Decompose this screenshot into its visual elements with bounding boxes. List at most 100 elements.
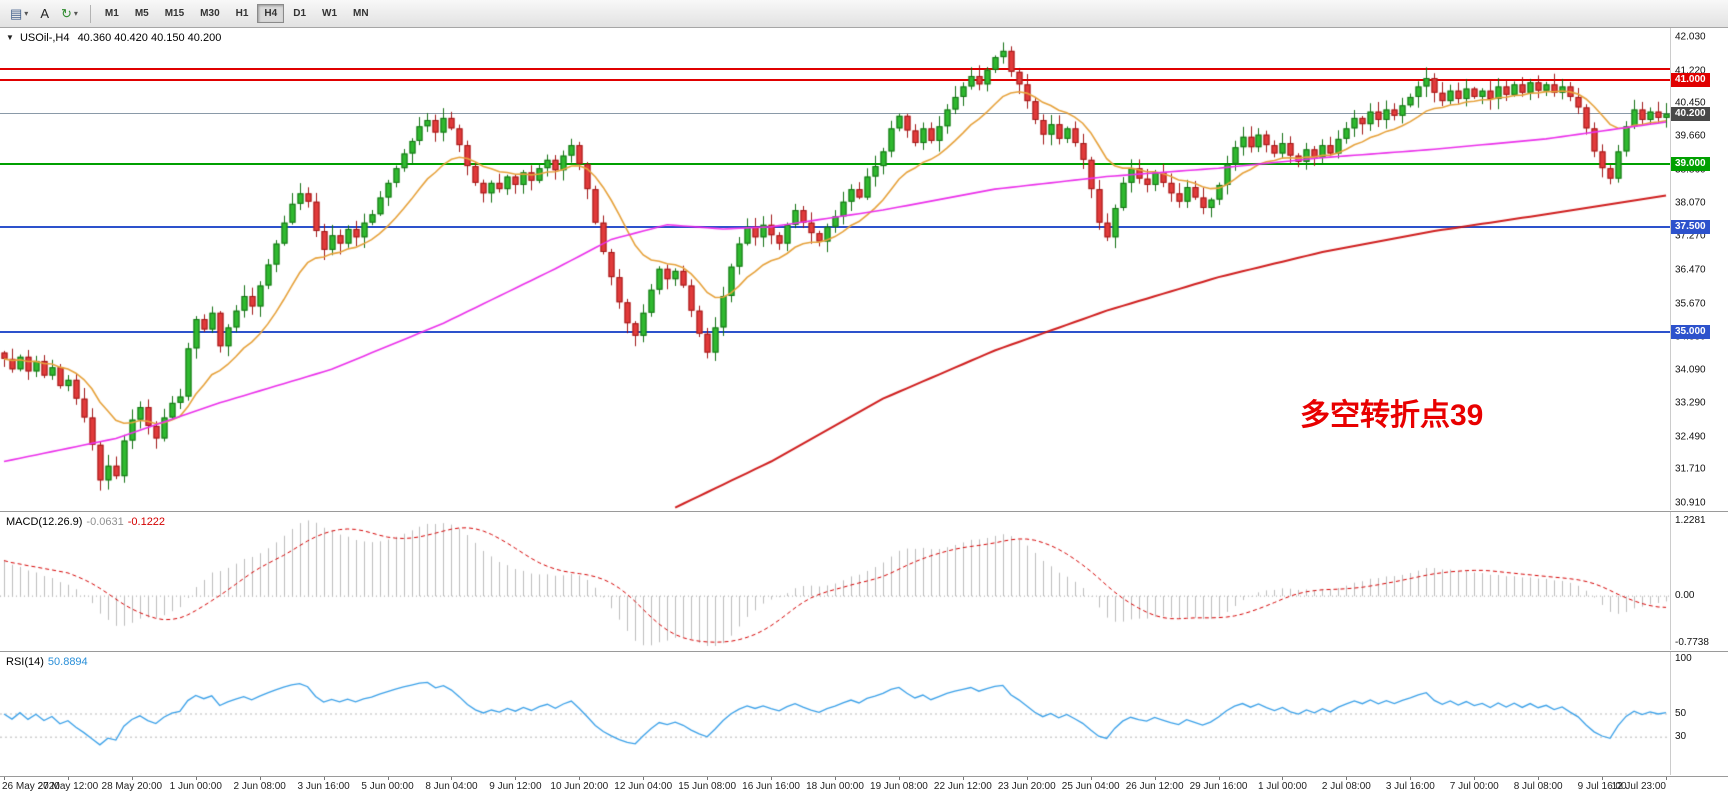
autotrade-button-icon: ↻ — [60, 6, 72, 21]
toolbar-separator — [89, 4, 91, 23]
rsi-tick-label: 50 — [1675, 708, 1687, 719]
time-label: 26 Jun 12:00 — [1125, 781, 1184, 792]
timeframe-button-h4[interactable]: H4 — [257, 4, 285, 23]
price-badge: 40.200 — [1671, 106, 1710, 121]
price-badge: 37.500 — [1671, 219, 1710, 234]
chart-title: ▼ USOil-,H4 40.360 40.420 40.150 40.200 — [6, 32, 221, 44]
indicators-button[interactable]: ▤ ▾ — [5, 3, 33, 25]
time-label: 23 Jun 20:00 — [997, 781, 1056, 792]
time-tick — [1602, 777, 1603, 780]
autotrade-button[interactable]: ↻ ▾ — [56, 3, 83, 25]
rsi-tick-label: 100 — [1675, 653, 1692, 664]
time-label: 15 Jun 08:00 — [678, 781, 737, 792]
rsi-chart[interactable] — [0, 652, 1670, 776]
rsi-tick-label: 30 — [1675, 731, 1687, 743]
price-tick-label: 41.220 — [1675, 65, 1706, 77]
toolbar: ▤ ▾ A ↻ ▾ M1 M5 M15 M30 H1 H4 D1 W1 MN — [0, 0, 1728, 28]
price-tick-label: 42.030 — [1675, 31, 1706, 43]
timeframe-button-m5[interactable]: M5 — [134, 8, 149, 19]
time-label: 10 Jun 20:00 — [550, 781, 609, 792]
price-scale[interactable]: 42.03041.22040.45039.66038.86038.07037.2… — [1670, 28, 1728, 510]
timeframe-button-w1[interactable]: W1 — [322, 8, 338, 19]
timeframe-button-h1[interactable]: H1 — [235, 8, 249, 19]
chart-dropdown-icon[interactable]: ▼ — [6, 33, 14, 42]
time-tick — [1410, 777, 1411, 780]
time-tick — [643, 777, 644, 780]
time-tick — [4, 777, 5, 780]
price-badge: 41.000 — [1671, 73, 1710, 88]
time-tick — [515, 777, 516, 780]
price-chart-panel[interactable]: ▼ USOil-,H4 40.360 40.420 40.150 40.200 … — [0, 28, 1728, 510]
rsi-panel[interactable]: RSI(14) 50.8894 100 50 30 — [0, 651, 1728, 776]
price-tick-label: 31.710 — [1675, 463, 1706, 475]
time-label: 3 Jul 16:00 — [1385, 781, 1435, 792]
time-tick — [1474, 777, 1475, 780]
macd-tick-label: 1.2281 — [1675, 515, 1706, 526]
time-label: 16 Jun 16:00 — [742, 781, 800, 792]
time-tick — [388, 777, 389, 780]
time-tick — [963, 777, 964, 780]
macd-main-value: -0.0631 — [86, 516, 124, 528]
time-tick — [1666, 777, 1667, 780]
macd-chart[interactable] — [0, 512, 1670, 651]
timeframe-button-m15[interactable]: M15 — [164, 8, 185, 19]
time-tick — [899, 777, 900, 780]
price-tick-label: 34.090 — [1675, 364, 1706, 376]
dropdown-caret-icon: ▾ — [24, 9, 29, 18]
dropdown-caret-icon: ▾ — [73, 9, 78, 18]
time-label: 22 Jun 12:00 — [933, 781, 992, 792]
macd-panel[interactable]: MACD(12.26.9) -0.0631 -0.1222 1.2281 0.00 -0… — [0, 511, 1728, 651]
macd-tick-label: -0.7738 — [1675, 637, 1709, 648]
macd-tick-label: 0.00 — [1675, 590, 1695, 602]
text-tool-button-icon: A — [40, 6, 49, 21]
ohlc-values-label: 40.360 40.420 40.150 40.200 — [77, 32, 222, 44]
time-label: 25 Jun 04:00 — [1061, 781, 1120, 792]
price-tick-label: 32.490 — [1675, 431, 1706, 443]
time-label: 9 Jul 16:00 — [1577, 781, 1627, 792]
price-badge: 39.000 — [1671, 156, 1710, 171]
price-tick-label: 38.070 — [1675, 197, 1706, 209]
time-axis[interactable]: 26 May 2020 27 May 12:00 28 May 20:00 1 Jun… — [0, 776, 1728, 793]
time-label: 19 Jun 08:00 — [870, 781, 928, 792]
time-tick — [1282, 777, 1283, 780]
price-tick-label: 30.910 — [1675, 497, 1706, 509]
time-label: 28 May 20:00 — [101, 781, 163, 792]
candlestick-chart[interactable] — [0, 28, 1670, 510]
text-tool-button[interactable]: A — [35, 3, 54, 25]
symbol-timeframe-label: USOil-,H4 — [19, 32, 70, 44]
time-label: 5 Jun 00:00 — [361, 781, 414, 792]
timeframe-button-m1[interactable]: M1 — [104, 8, 119, 19]
macd-label: MACD(12.26.9) -0.0631 -0.1222 — [6, 516, 165, 528]
time-label: 3 Jun 16:00 — [297, 781, 350, 792]
time-tick — [835, 777, 836, 780]
time-label: 29 Jun 16:00 — [1189, 781, 1248, 792]
time-label: 2 Jun 08:00 — [233, 781, 286, 792]
time-label: 1 Jul 00:00 — [1257, 781, 1307, 792]
timeframe-button-mn[interactable]: MN — [353, 8, 369, 19]
macd-name: MACD(12.26.9) — [6, 516, 83, 528]
timeframe-button-d1[interactable]: D1 — [293, 8, 307, 19]
price-tick-label: 35.670 — [1675, 298, 1706, 310]
rsi-value: 50.8894 — [47, 656, 88, 668]
price-tick-label: 37.270 — [1675, 230, 1706, 242]
macd-signal-value: -0.1222 — [127, 516, 166, 528]
macd-scale[interactable]: 1.2281 0.00 -0.7738 — [1670, 512, 1728, 650]
timeframe-button-m30[interactable]: M30 — [200, 8, 220, 19]
annotation-text[interactable]: 多空转折点39 — [1300, 399, 1484, 432]
time-label: 18 Jun 00:00 — [806, 781, 864, 792]
price-badge: 35.000 — [1671, 324, 1710, 339]
time-tick — [324, 777, 325, 780]
rsi-label: RSI(14) 50.8894 — [6, 656, 88, 668]
price-tick-label: 33.290 — [1675, 397, 1706, 409]
time-tick — [771, 777, 772, 780]
time-tick — [68, 777, 69, 780]
price-tick-label: 40.450 — [1675, 97, 1706, 109]
time-tick — [1219, 777, 1220, 780]
time-tick — [260, 777, 261, 780]
time-tick — [132, 777, 133, 780]
time-label: 7 Jul 00:00 — [1449, 781, 1499, 792]
rsi-scale[interactable]: 100 50 30 — [1670, 652, 1728, 775]
time-label: 26 May 2020 — [2, 781, 60, 792]
price-tick-label: 39.660 — [1675, 130, 1706, 142]
